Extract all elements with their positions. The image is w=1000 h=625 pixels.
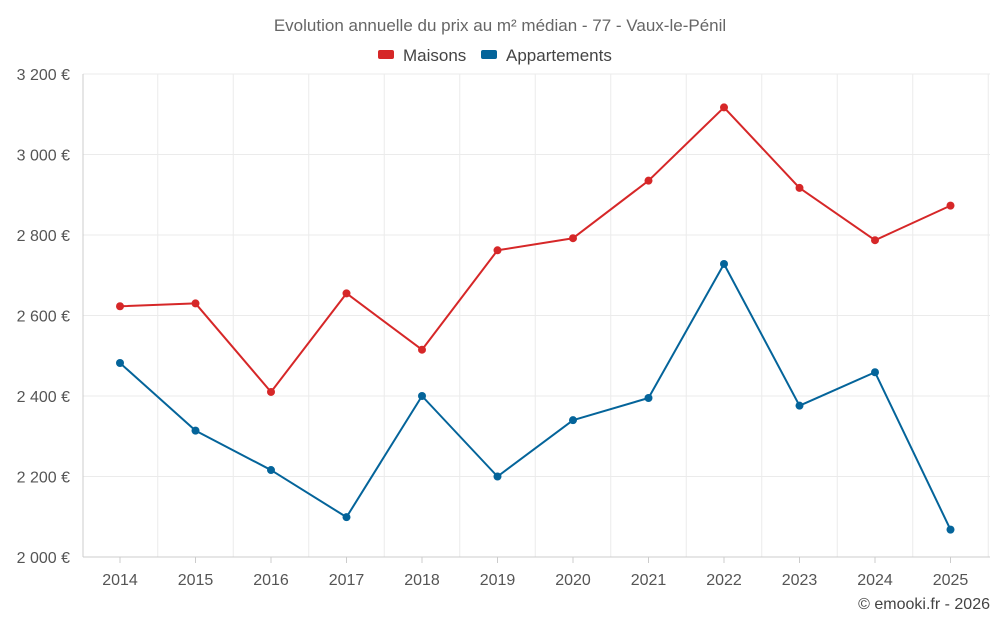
data-point-maisons[interactable] xyxy=(795,183,804,192)
data-point-maisons[interactable] xyxy=(342,289,351,298)
x-tick-label: 2021 xyxy=(631,572,667,589)
y-tick-label: 3 000 € xyxy=(17,148,70,165)
x-tick-label: 2022 xyxy=(706,572,742,589)
legend: Maisons Appartements xyxy=(378,46,612,65)
data-point-appartements[interactable] xyxy=(342,513,351,522)
x-tick-label: 2016 xyxy=(253,572,289,589)
grid xyxy=(83,73,990,557)
data-point-maisons[interactable] xyxy=(191,299,200,308)
legend-swatch-appartements xyxy=(481,50,497,59)
data-point-appartements[interactable] xyxy=(267,466,275,475)
data-point-maisons[interactable] xyxy=(418,345,426,354)
data-point-maisons[interactable] xyxy=(644,176,653,185)
legend-swatch-maisons xyxy=(378,50,394,59)
data-point-appartements[interactable] xyxy=(720,259,728,268)
y-tick-label: 2 200 € xyxy=(17,470,70,487)
series-line-appartements xyxy=(119,262,952,531)
data-point-appartements[interactable] xyxy=(418,392,426,400)
y-tick-label: 2 400 € xyxy=(17,389,70,406)
legend-item-maisons[interactable]: Maisons xyxy=(378,46,466,65)
y-tick-label: 2 600 € xyxy=(17,309,70,326)
x-tick-label: 2019 xyxy=(480,572,516,589)
data-point-appartements[interactable] xyxy=(493,472,502,481)
data-point-appartements[interactable] xyxy=(871,368,879,377)
data-point-maisons[interactable] xyxy=(946,201,955,210)
data-point-appartements[interactable] xyxy=(191,426,200,435)
data-point-appartements[interactable] xyxy=(116,358,124,367)
data-point-appartements[interactable] xyxy=(795,401,804,410)
y-tick-label: 3 200 € xyxy=(17,67,70,84)
series xyxy=(116,103,955,534)
data-point-appartements[interactable] xyxy=(946,525,955,534)
data-point-maisons[interactable] xyxy=(720,103,728,112)
data-point-maisons[interactable] xyxy=(871,236,879,245)
axes: 2 000 € 2 200 € 2 400 € 2 600 € 2 800 € 3 000… xyxy=(17,67,990,589)
data-point-maisons[interactable] xyxy=(569,234,577,243)
y-tick-label: 2 800 € xyxy=(17,228,70,245)
data-point-maisons[interactable] xyxy=(493,246,502,255)
series-line-maisons xyxy=(119,106,951,393)
y-tick-label: 2 000 € xyxy=(17,550,70,567)
x-tick-label: 2014 xyxy=(102,572,138,589)
data-point-appartements[interactable] xyxy=(644,394,653,403)
x-tick-label: 2015 xyxy=(178,572,214,589)
data-point-maisons[interactable] xyxy=(267,387,275,396)
legend-item-appartements[interactable]: Appartements xyxy=(481,46,612,65)
legend-label-appartements: Appartements xyxy=(506,46,612,65)
data-point-maisons[interactable] xyxy=(116,302,124,311)
chart-title: Evolution annuelle du prix au m² médian … xyxy=(274,16,726,35)
legend-label-maisons: Maisons xyxy=(403,46,466,65)
credit-text: © emooki.fr - 2026 xyxy=(858,596,990,613)
x-tick-label: 2017 xyxy=(329,572,365,589)
x-tick-label: 2018 xyxy=(404,572,440,589)
x-tick-label: 2020 xyxy=(555,572,591,589)
data-point-appartements[interactable] xyxy=(569,416,577,425)
x-tick-label: 2023 xyxy=(782,572,818,589)
x-tick-label: 2024 xyxy=(857,572,893,589)
x-tick-label: 2025 xyxy=(933,572,969,589)
